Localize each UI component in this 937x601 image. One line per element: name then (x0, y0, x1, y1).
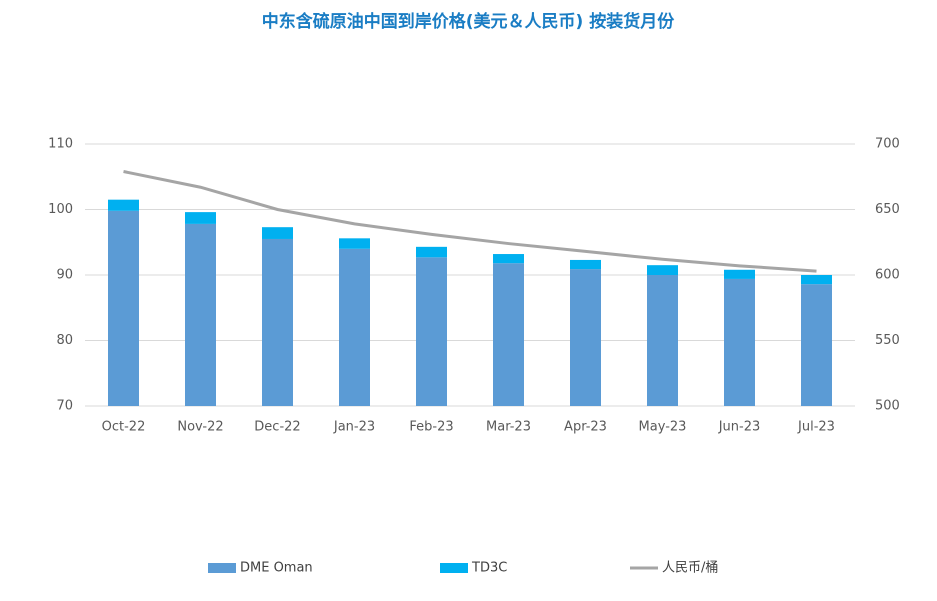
y-tick-label: 80 (56, 333, 73, 348)
bar (493, 263, 524, 406)
y-tick-label: 70 (56, 399, 73, 414)
bar (570, 269, 601, 406)
x-tick-label: Apr-23 (564, 420, 607, 435)
y2-tick-label: 600 (875, 268, 900, 283)
y2-tick-label: 650 (875, 202, 900, 217)
x-tick-label: Dec-22 (254, 420, 300, 435)
bar (647, 275, 678, 406)
y2-tick-label: 550 (875, 333, 900, 348)
bar (493, 254, 524, 264)
y2-tick-label: 700 (875, 137, 900, 152)
x-tick-label: Jul-23 (797, 420, 835, 435)
x-tick-label: May-23 (639, 420, 687, 435)
bar (801, 275, 832, 285)
y2-tick-label: 500 (875, 399, 900, 414)
bar (801, 284, 832, 406)
x-tick-label: Oct-22 (102, 420, 146, 435)
legend-swatch (440, 563, 468, 573)
bar (339, 238, 370, 249)
legend-label: 人民币/桶 (662, 561, 718, 576)
x-tick-label: Mar-23 (486, 420, 531, 435)
legend-label: DME Oman (240, 561, 313, 576)
bar (416, 246, 447, 258)
line (123, 170, 817, 273)
legend-swatch (208, 563, 236, 573)
bar (416, 257, 447, 406)
bar (570, 259, 601, 270)
x-tick-label: Jun-23 (718, 420, 761, 435)
legend-label: TD3C (471, 561, 507, 576)
bar (108, 199, 139, 211)
bar (185, 223, 216, 406)
bar (339, 248, 370, 406)
chart-title: 中东含硫原油中国到岸价格(美元＆人民币) 按装货月份 (262, 11, 675, 32)
bar (724, 269, 755, 279)
bar (262, 227, 293, 239)
bar (185, 212, 216, 224)
bar (724, 278, 755, 406)
bar (108, 210, 139, 406)
x-tick-label: Jan-23 (333, 420, 375, 435)
y-tick-label: 110 (48, 137, 73, 152)
bar (262, 238, 293, 406)
x-tick-label: Nov-22 (177, 420, 223, 435)
x-tick-label: Feb-23 (409, 420, 453, 435)
bar (647, 265, 678, 275)
y-tick-label: 100 (48, 202, 73, 217)
y-tick-label: 90 (56, 268, 73, 283)
